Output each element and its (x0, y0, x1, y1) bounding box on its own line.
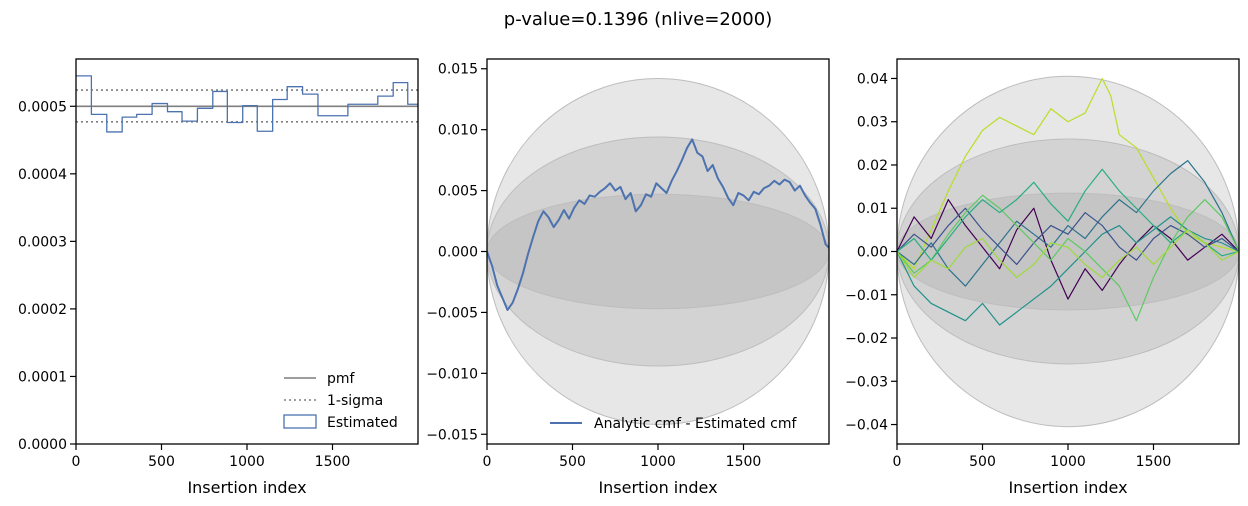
cmf-difference-xlabel: Insertion index (598, 478, 717, 497)
x-tick-label: 0 (72, 454, 81, 470)
sigma-band-3 (487, 193, 829, 310)
legend-pmf-label: pmf (327, 371, 356, 387)
x-tick-label: 1500 (1136, 454, 1172, 470)
y-tick-label: −0.02 (845, 331, 888, 347)
realisation-1-line (897, 77, 1239, 270)
x-tick-label: 1500 (726, 454, 762, 470)
legend-estimated-label: Estimated (327, 415, 398, 431)
x-tick-label: 1000 (1050, 454, 1086, 470)
cmf-difference-panel: 0 500 1000 1500 −0.015 −0.010 −0.005 0.000 0.005… (426, 58, 830, 497)
x-tick-label: 500 (559, 454, 586, 470)
figure-suptitle: p-value=0.1396 (nlive=2000) (504, 9, 772, 30)
sigma-band-3 (897, 192, 1239, 311)
y-tick-label: 0.04 (857, 71, 888, 87)
legend-estimated-swatch (283, 414, 317, 429)
x-tick-label: 0 (483, 454, 492, 470)
y-tick-label: 0.0001 (18, 369, 67, 385)
x-tick-label: 500 (148, 454, 175, 470)
cmf-difference-legend: Analytic cmf - Estimated cmf (550, 416, 797, 432)
y-tick-label: 0.0000 (18, 437, 67, 453)
legend-cmf-difference-label: Analytic cmf - Estimated cmf (594, 416, 797, 432)
realisation-7-line (897, 168, 1239, 261)
analytic-cmf-estimated-cmf-line (487, 138, 829, 311)
y-tick-label: −0.04 (845, 418, 888, 434)
cmf-realisations-panel: 0 500 1000 1500 −0.04 −0.03 −0.02 −0.01 0.00 0.01… (845, 58, 1240, 497)
estimated-line (76, 75, 418, 133)
realisation-8-line (897, 229, 1239, 279)
y-tick-label: 0.0003 (18, 234, 67, 250)
y-tick-label: 0.0005 (18, 99, 67, 115)
y-tick-label: −0.010 (426, 366, 478, 382)
y-tick-label: −0.015 (426, 427, 478, 443)
x-tick-label: 500 (969, 454, 996, 470)
realisation-4-line (897, 160, 1239, 287)
pmf-xlabel: Insertion index (187, 478, 306, 497)
y-tick-label: 0.0002 (18, 302, 67, 318)
y-tick-label: −0.005 (426, 305, 478, 321)
y-tick-label: 0.01 (857, 201, 888, 217)
realisation-6-line (897, 194, 1239, 322)
y-tick-label: 0.03 (857, 115, 888, 131)
y-tick-label: 0.005 (438, 184, 478, 200)
y-tick-label: 0.000 (438, 245, 478, 261)
x-tick-label: 0 (893, 454, 902, 470)
y-tick-label: 0.0004 (18, 167, 67, 183)
y-tick-label: 0.010 (438, 123, 478, 139)
y-tick-label: 0.02 (857, 158, 888, 174)
x-tick-label: 1000 (229, 454, 265, 470)
x-tick-label: 1500 (315, 454, 351, 470)
legend-1sigma-label: 1-sigma (327, 393, 383, 409)
y-tick-label: 0.00 (857, 245, 888, 261)
pmf-legend: pmf 1-sigma Estimated (283, 371, 398, 431)
y-tick-label: −0.01 (845, 288, 888, 304)
pmf-panel: 0 500 1000 1500 0.0000 0.0001 0.0002 0.0003 0.00… (18, 58, 419, 497)
y-tick-label: −0.03 (845, 374, 888, 390)
x-tick-label: 1000 (640, 454, 676, 470)
realisation-5-line (897, 207, 1239, 266)
cmf-realisations-xlabel: Insertion index (1008, 478, 1127, 497)
realisation-2-line (897, 198, 1239, 300)
y-tick-label: 0.015 (438, 62, 478, 78)
